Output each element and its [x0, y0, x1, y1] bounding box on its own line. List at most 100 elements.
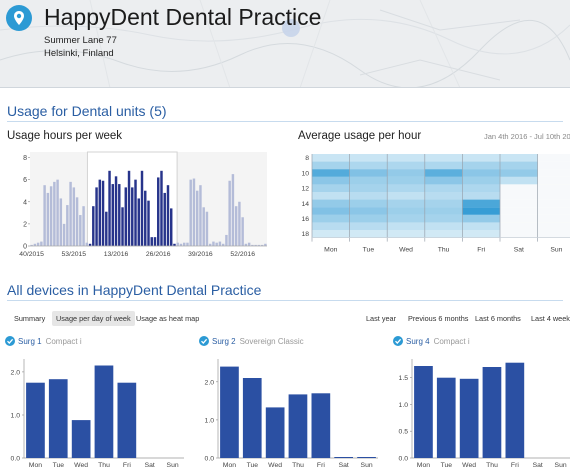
week-bar[interactable] [98, 179, 102, 246]
week-bar[interactable] [157, 177, 160, 246]
week-bar[interactable] [234, 206, 238, 246]
week-bar[interactable] [241, 217, 244, 246]
week-bar[interactable] [208, 243, 212, 246]
heatmap-cell[interactable] [312, 161, 350, 170]
heatmap-cell[interactable] [387, 230, 425, 238]
week-bar[interactable] [46, 192, 50, 246]
week-bar[interactable] [215, 242, 218, 246]
heatmap-cell[interactable] [349, 230, 388, 238]
week-bar[interactable] [33, 243, 37, 246]
week-bar[interactable] [212, 241, 215, 246]
week-bar[interactable] [192, 178, 196, 246]
week-bar[interactable] [205, 211, 209, 246]
week-bar[interactable] [189, 179, 192, 246]
day-bar[interactable] [436, 377, 456, 458]
week-bar[interactable] [111, 184, 115, 246]
week-bar[interactable] [56, 179, 59, 246]
day-bar[interactable] [288, 394, 308, 458]
day-bar[interactable] [334, 457, 353, 458]
heatmap-cell[interactable] [537, 176, 570, 185]
tab-usage-per-day-of-week[interactable]: Usage per day of week [52, 311, 135, 326]
heatmap-cell[interactable] [537, 192, 570, 200]
device-header-surg-2[interactable]: Surg 2 Sovereign Classic [199, 336, 304, 350]
heatmap-cell[interactable] [424, 207, 463, 215]
period-last-4-weeks[interactable]: Last 4 weeks [531, 314, 570, 323]
heatmap-cell[interactable] [462, 161, 500, 170]
week-bar[interactable] [69, 181, 72, 246]
week-bar[interactable] [260, 244, 264, 246]
week-bar[interactable] [182, 242, 186, 246]
week-bar[interactable] [225, 234, 228, 246]
week-bar[interactable] [88, 243, 92, 246]
week-bar[interactable] [121, 207, 124, 246]
heatmap-cell[interactable] [537, 184, 570, 192]
week-bar[interactable] [140, 170, 144, 246]
week-bar[interactable] [82, 206, 85, 246]
day-bar[interactable] [26, 382, 45, 458]
tab-summary[interactable]: Summary [14, 314, 46, 323]
heatmap-cell[interactable] [462, 169, 500, 177]
week-bar[interactable] [134, 179, 137, 246]
week-bar[interactable] [127, 170, 131, 246]
heatmap-cell[interactable] [349, 192, 388, 200]
heatmap-cell[interactable] [462, 214, 500, 223]
heatmap-cell[interactable] [462, 176, 500, 185]
heatmap-cell[interactable] [312, 222, 350, 230]
day-bar[interactable] [94, 365, 114, 459]
heatmap-cell[interactable] [424, 154, 463, 162]
week-bar[interactable] [238, 201, 241, 246]
heatmap-cell[interactable] [312, 184, 350, 192]
week-bar[interactable] [147, 200, 150, 246]
week-bar[interactable] [199, 185, 202, 246]
day-bar[interactable] [265, 407, 285, 458]
heatmap-cell[interactable] [387, 161, 425, 170]
surg-2-day-chart[interactable]: 2.0 1.0 0.0 Mon Tue Wed Thu Fri Sat Sun [194, 355, 384, 475]
week-bar[interactable] [150, 237, 153, 246]
heatmap-cell[interactable] [462, 192, 500, 200]
heatmap-cell[interactable] [500, 222, 538, 230]
heatmap-cell[interactable] [387, 207, 425, 215]
day-bar[interactable] [414, 366, 433, 458]
heatmap-cell[interactable] [349, 176, 388, 185]
week-bar[interactable] [59, 198, 63, 246]
week-bar[interactable] [176, 242, 179, 246]
heatmap-cell[interactable] [537, 207, 570, 215]
heatmap-cell[interactable] [424, 176, 463, 185]
week-bar[interactable] [166, 185, 170, 246]
heatmap-cell[interactable] [537, 161, 570, 170]
avg-usage-heatmap[interactable]: 8 10 12 14 16 18 Mon Tue Wed Thu Fri Sat Sun [300, 148, 570, 268]
heatmap-cell[interactable] [500, 184, 538, 192]
heatmap-cell[interactable] [462, 154, 500, 162]
week-bar[interactable] [218, 241, 222, 246]
week-bar[interactable] [72, 187, 76, 246]
heatmap-cell[interactable] [537, 230, 570, 238]
heatmap-cell[interactable] [312, 199, 350, 208]
day-bar[interactable] [311, 393, 331, 458]
usage-hours-chart[interactable]: 8 6 4 2 0 40/2015 53/2015 13/2016 26/2016 39/201… [0, 148, 270, 263]
week-bar[interactable] [108, 170, 111, 246]
week-bar[interactable] [228, 180, 231, 246]
week-bar[interactable] [43, 185, 46, 246]
heatmap-cell[interactable] [462, 184, 500, 192]
heatmap-cell[interactable] [424, 192, 463, 200]
week-bar[interactable] [30, 244, 33, 246]
heatmap-cell[interactable] [349, 161, 388, 170]
heatmap-cell[interactable] [500, 154, 538, 162]
week-bar[interactable] [92, 206, 95, 246]
week-bar[interactable] [221, 243, 225, 246]
heatmap-cell[interactable] [537, 222, 570, 230]
heatmap-cell[interactable] [424, 161, 463, 170]
week-bar[interactable] [114, 176, 118, 246]
week-bar[interactable] [170, 208, 173, 246]
week-bar[interactable] [264, 243, 267, 246]
heatmap-cell[interactable] [500, 230, 538, 238]
period-last-6-months[interactable]: Last 6 months [475, 314, 521, 323]
surg-4-day-chart[interactable]: 1.5 1.0 0.5 0.0 Mon Tue Wed Thu Fri Sat Sun [388, 355, 570, 475]
heatmap-cell[interactable] [537, 214, 570, 223]
surg-1-day-chart[interactable]: 2.0 1.0 0.0 Mon Tue Wed Thu Fri Sat Sun [0, 355, 190, 475]
heatmap-cell[interactable] [424, 214, 463, 223]
week-bar[interactable] [173, 243, 176, 246]
heatmap-cell[interactable] [387, 154, 425, 162]
week-bar[interactable] [244, 243, 248, 246]
week-bar[interactable] [186, 242, 189, 246]
